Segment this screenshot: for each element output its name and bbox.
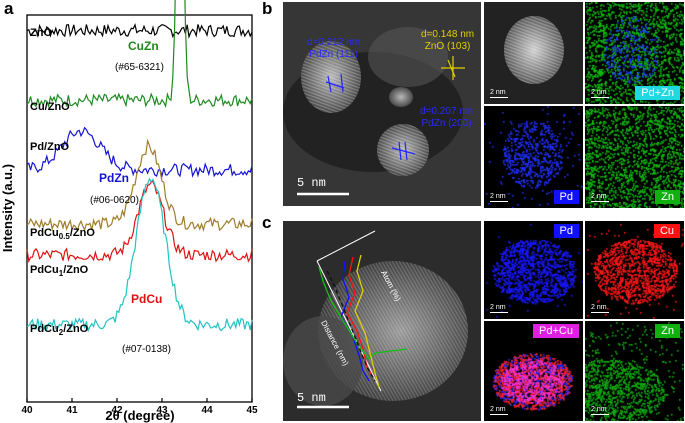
x-tick-label: 40 xyxy=(21,405,33,416)
map-pdzn-b: 2 nm Pd+Zn xyxy=(585,2,684,104)
label-pdcu1: PdCu1/ZnO xyxy=(30,264,89,278)
scale-bar-label-c: 5 nm xyxy=(297,391,326,405)
map-haadf-b: 2 nm xyxy=(484,2,583,104)
xrd-series-line-1 xyxy=(26,0,253,109)
scale-bar-label-b: 5 nm xyxy=(297,176,326,190)
label-pdzno: Pd/ZnO xyxy=(30,141,70,153)
map-scale-c3: 2 nm xyxy=(490,406,508,415)
map-zn-b: 2 nm Zn xyxy=(585,106,684,208)
label-cuzn-ref: (#65-6321) xyxy=(115,62,164,73)
map-label-cu-c: Cu xyxy=(653,224,680,238)
plot-frame xyxy=(26,14,253,403)
y-axis-label: Intensity (a.u.) xyxy=(0,164,15,252)
label-cuzn: CuZn xyxy=(128,39,159,53)
map-pd-b: 2 nm Pd xyxy=(484,106,583,208)
series-group xyxy=(26,0,253,333)
map-label-pd-c: Pd xyxy=(553,224,579,238)
xrd-series-line-0 xyxy=(26,22,253,39)
tem-image-b: d=0.212 nm PdZn (111) d=0.148 nm ZnO (103)… xyxy=(283,2,481,206)
label-pdcu: PdCu xyxy=(131,292,162,306)
label-cuzno: Cu/ZnO xyxy=(30,101,70,113)
label-pdzn-ref: (#06-0620) xyxy=(90,195,139,206)
map-scale-b3: 2 nm xyxy=(490,193,508,202)
map-label-pdzn: Pd+Zn xyxy=(635,86,680,100)
xrd-series-line-2 xyxy=(26,126,253,179)
label-pdcu05: PdCu0.5/ZnO xyxy=(30,227,95,241)
annotation-zno-103: d=0.148 nm ZnO (103) xyxy=(421,29,475,52)
map-label-pdcu-c: Pd+Cu xyxy=(533,324,579,338)
x-tick-label: 44 xyxy=(201,405,213,416)
label-pdcu2: PdCu2/ZnO xyxy=(30,323,89,337)
panel-label-a: a xyxy=(4,0,14,18)
map-pd-c: 2 nm Pd xyxy=(484,221,583,319)
label-pdcu-ref: (#07-0138) xyxy=(122,344,171,355)
x-axis-label: 2θ (degree) xyxy=(105,408,174,423)
xrd-series-line-4 xyxy=(26,180,253,264)
map-scale-c2: 2 nm xyxy=(591,304,609,313)
panel-label-b: b xyxy=(262,0,273,18)
tem-c-graphic xyxy=(283,221,481,421)
map-scale-b4: 2 nm xyxy=(591,193,609,202)
annotation-pdzn-111: d=0.212 nm PdZn (111) xyxy=(307,37,361,60)
x-ticks: 40 41 42 43 44 45 xyxy=(21,398,258,416)
map-scale-b1: 2 nm xyxy=(490,89,508,98)
x-tick-label: 45 xyxy=(246,405,258,416)
x-tick-label: 41 xyxy=(66,405,78,416)
xrd-chart: 40 41 42 43 44 45 2θ (degree) Intensity (a.u.… xyxy=(0,0,258,423)
label-pdzn: PdZn xyxy=(99,171,129,185)
xrd-series-line-3 xyxy=(26,138,253,232)
annotation-pdzn-200: d=0.207 nm PdZn (200) xyxy=(420,106,474,129)
map-pdcu-c: 2 nm Pd+Cu xyxy=(484,321,583,421)
x-tick-label: 42 xyxy=(111,405,123,416)
map-scale-c1: 2 nm xyxy=(490,304,508,313)
label-zno: ZnO xyxy=(30,27,52,39)
line-profiles xyxy=(318,254,408,388)
tem-image-c: Atom (%) Distance (nm) 5 nm xyxy=(283,221,481,421)
tem-b-graphic xyxy=(283,2,481,206)
xrd-series-line-5 xyxy=(26,177,253,333)
map-scale-c4: 2 nm xyxy=(591,406,609,415)
map-label-zn-b: Zn xyxy=(655,190,680,204)
x-tick-label: 43 xyxy=(156,405,168,416)
map-scale-b2: 2 nm xyxy=(591,89,609,98)
map-cu-c: 2 nm Cu xyxy=(585,221,684,319)
map-label-pd-b: Pd xyxy=(553,190,579,204)
chart-axes xyxy=(26,14,253,403)
map-zn-c: 2 nm Zn xyxy=(585,321,684,421)
map-label-zn-c: Zn xyxy=(655,324,680,338)
panel-label-c: c xyxy=(262,213,272,232)
